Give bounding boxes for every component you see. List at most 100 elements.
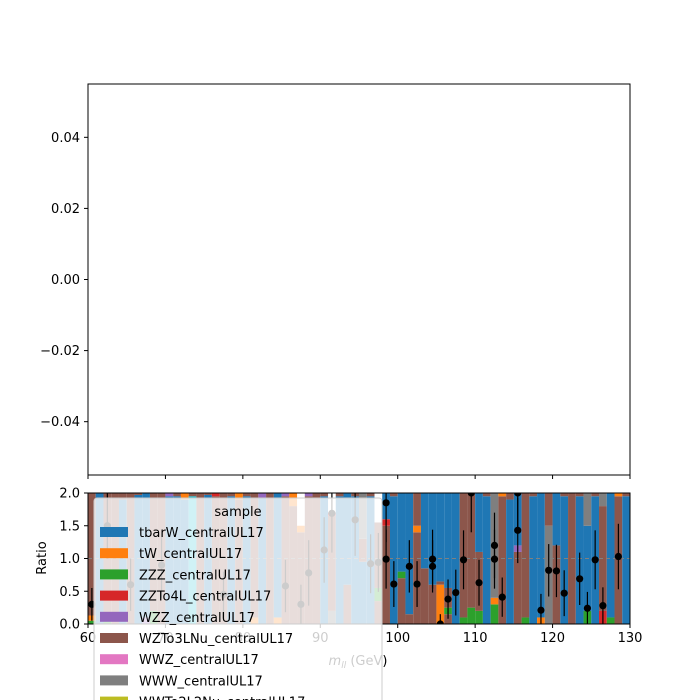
legend-label: tW_centralUL17 bbox=[139, 547, 242, 562]
ratio-data-point bbox=[413, 580, 421, 588]
legend: sample tbarW_centralUL17 tW_centralUL17 ZZ… bbox=[93, 497, 383, 700]
legend-label: WWZ_centralUL17 bbox=[139, 653, 259, 668]
ratio-y-tick-label: 1.5 bbox=[59, 519, 80, 534]
ratio-stack-segment bbox=[88, 620, 96, 624]
ratio-stack-segment bbox=[397, 571, 406, 579]
ratio-stack-segment bbox=[529, 493, 538, 497]
ratio-stack-segment bbox=[606, 617, 615, 624]
ratio-stack-segment bbox=[389, 496, 398, 624]
legend-swatch bbox=[100, 611, 128, 622]
ratio-data-point bbox=[382, 555, 390, 563]
ratio-data-point bbox=[498, 593, 506, 601]
main-y-tick-label: 0.02 bbox=[51, 202, 80, 217]
main-panel: 0.04 0.02 0.00 −0.02 −0.04 bbox=[40, 83, 631, 479]
ratio-data-point bbox=[591, 556, 599, 564]
legend-swatch bbox=[100, 654, 128, 665]
legend-label: WZZ_centralUL17 bbox=[139, 611, 255, 626]
ratio-stack-segment bbox=[482, 493, 491, 497]
ratio-stack-segment bbox=[583, 493, 592, 526]
ratio-stack-segment bbox=[413, 493, 421, 526]
main-plot-area bbox=[88, 84, 630, 475]
legend-swatch bbox=[100, 696, 128, 700]
legend-label: WZTo3LNu_centralUL17 bbox=[139, 632, 293, 647]
ratio-stack-segment bbox=[513, 551, 522, 624]
ratio-data-point bbox=[537, 606, 545, 614]
ratio-stack-segment bbox=[436, 493, 445, 582]
ratio-stack-segment bbox=[552, 493, 561, 546]
ratio-data-point bbox=[490, 555, 499, 563]
ratio-data-point bbox=[560, 589, 568, 597]
legend-swatch bbox=[100, 590, 128, 601]
main-y-tick-label: −0.02 bbox=[40, 344, 80, 359]
ratio-data-point bbox=[390, 580, 398, 588]
ratio-data-point bbox=[475, 579, 483, 587]
main-y-tick-label: −0.04 bbox=[40, 415, 80, 430]
ratio-data-point bbox=[382, 499, 390, 507]
ratio-stack-segment bbox=[560, 496, 569, 624]
legend-swatch bbox=[100, 569, 128, 580]
ratio-stack-segment bbox=[211, 493, 220, 497]
ratio-stack-segment bbox=[490, 597, 499, 605]
legend-label: ZZTo4L_centralUL17 bbox=[139, 590, 271, 605]
ratio-stack-segment bbox=[498, 493, 507, 497]
ratio-y-tick-label: 2.0 bbox=[59, 487, 80, 502]
legend-swatch bbox=[100, 675, 128, 686]
main-y-axis: 0.04 0.02 0.00 −0.02 −0.04 bbox=[40, 131, 88, 430]
ratio-stack-segment bbox=[118, 493, 127, 500]
ratio-stack-segment bbox=[405, 614, 414, 624]
ratio-stack-segment bbox=[591, 493, 600, 497]
ratio-stack-segment bbox=[475, 610, 483, 624]
ratio-stack-segment bbox=[529, 496, 538, 624]
ratio-stack-segment bbox=[436, 584, 445, 624]
ratio-data-point bbox=[444, 595, 452, 603]
ratio-x-tick-label: 60 bbox=[80, 631, 97, 646]
ratio-stack-segment bbox=[622, 496, 630, 624]
ratio-data-point bbox=[459, 556, 468, 564]
ratio-stack-segment bbox=[544, 493, 553, 526]
ratio-stack-segment bbox=[389, 493, 398, 497]
ratio-stack-segment bbox=[444, 493, 452, 588]
ratio-stack-segment bbox=[242, 493, 251, 497]
legend-label: WWTo2L2Nu_centralUL17 bbox=[139, 696, 305, 700]
ratio-stack-segment bbox=[560, 493, 569, 497]
ratio-x-tick-label: 100 bbox=[385, 631, 410, 646]
main-y-tick-label: 0.04 bbox=[51, 131, 80, 146]
legend-swatch bbox=[100, 527, 128, 537]
ratio-data-point bbox=[583, 604, 592, 612]
ratio-stack-segment bbox=[490, 604, 499, 624]
ratio-data-point bbox=[436, 620, 444, 624]
ratio-stack-segment bbox=[366, 493, 375, 497]
legend-label: WWW_centralUL17 bbox=[139, 674, 263, 689]
ratio-stack-segment bbox=[475, 493, 483, 552]
ratio-stack-segment bbox=[436, 581, 445, 585]
ratio-stack-segment bbox=[583, 525, 592, 611]
ratio-stack-segment bbox=[180, 493, 189, 500]
ratio-x-tick-label: 120 bbox=[540, 631, 565, 646]
ratio-stack-segment bbox=[428, 584, 437, 624]
ratio-stack-segment bbox=[281, 493, 290, 497]
legend-label: tbarW_centralUL17 bbox=[139, 526, 264, 541]
ratio-y-tick-label: 0.0 bbox=[59, 618, 80, 633]
ratio-stack-segment bbox=[227, 493, 236, 497]
ratio-y-tick-label: 1.0 bbox=[59, 552, 80, 567]
ratio-stack-segment bbox=[482, 496, 491, 624]
ratio-data-point bbox=[428, 562, 437, 570]
ratio-stack-segment bbox=[165, 493, 174, 497]
legend-swatch bbox=[100, 548, 128, 559]
ratio-data-point bbox=[552, 567, 561, 575]
legend-swatch bbox=[100, 633, 128, 643]
ratio-data-point bbox=[576, 575, 584, 583]
ratio-stack-segment bbox=[235, 493, 243, 500]
ratio-stack-segment bbox=[575, 493, 584, 497]
main-x-axis bbox=[87, 475, 631, 479]
ratio-stack-segment bbox=[444, 614, 452, 624]
ratio-data-point bbox=[467, 493, 475, 497]
ratio-stack-segment bbox=[188, 493, 197, 497]
ratio-stack-segment bbox=[397, 578, 406, 624]
ratio-stack-segment bbox=[622, 493, 630, 497]
ratio-stack-segment bbox=[506, 499, 514, 624]
ratio-y-tick-label: 0.5 bbox=[59, 585, 80, 600]
ratio-data-point bbox=[614, 552, 622, 561]
ratio-stack-segment bbox=[320, 493, 329, 497]
